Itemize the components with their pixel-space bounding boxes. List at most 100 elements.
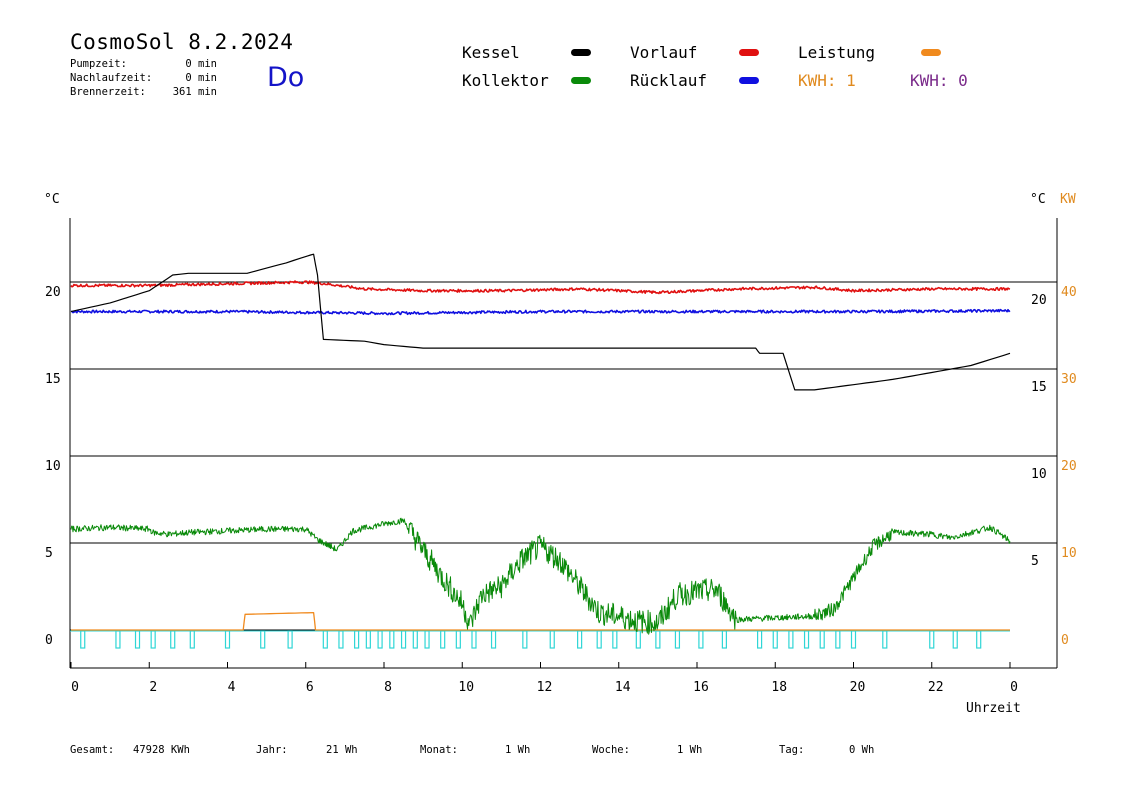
x-tick-label: 20	[850, 680, 866, 695]
pump-marker	[365, 630, 371, 649]
legend-label-vorlauf: Vorlauf	[630, 43, 698, 62]
pump-marker	[134, 630, 141, 649]
pump-marker	[80, 630, 86, 649]
x-tick-label: 10	[458, 680, 474, 695]
x-tick-label: 14	[615, 680, 631, 695]
pump-marker	[549, 630, 555, 649]
y-left-tick-label: 15	[45, 372, 61, 387]
x-tick-label: 16	[693, 680, 709, 695]
pump-marker	[412, 630, 418, 649]
legend-swatch-leistung	[921, 49, 941, 56]
footer-woche-label: Woche:	[592, 744, 630, 756]
weekday-label: Do	[267, 62, 305, 93]
y-right-kw-tick-label: 0	[1061, 633, 1069, 648]
pump-marker	[150, 630, 156, 649]
series-line-kollektor	[70, 517, 1011, 635]
pump-marker	[976, 630, 982, 649]
pump-marker	[400, 630, 407, 649]
series-line-kessel	[70, 253, 1011, 391]
pump-marker	[354, 630, 360, 649]
pump-marker	[674, 630, 681, 649]
x-tick-label: 6	[306, 680, 314, 695]
stat-value-pumpzeit: 0 min	[185, 58, 217, 70]
footer-jahr-value: 21 Wh	[326, 744, 358, 756]
series-line-vorlauf	[70, 280, 1011, 295]
y-right-kw-tick-label: 30	[1061, 372, 1077, 387]
footer-monat-label: Monat:	[420, 744, 458, 756]
pump-marker	[377, 630, 383, 649]
series-layer	[70, 253, 1011, 635]
pump-marker	[929, 630, 935, 649]
y-right-kw-tick-label: 20	[1061, 459, 1077, 474]
pump-marker	[819, 630, 825, 649]
x-axis-label: Uhrzeit	[966, 701, 1021, 716]
x-tick-label: 0	[1010, 680, 1018, 695]
pump-marker	[612, 630, 618, 649]
legend-label-leistung: Leistung	[798, 43, 876, 62]
x-tick-label: 8	[384, 680, 392, 695]
pump-marker	[455, 630, 461, 649]
pump-marker	[189, 630, 195, 649]
stat-label-pumpzeit: Pumpzeit:	[70, 58, 127, 70]
legend-label-ruecklauf: Rücklauf	[630, 71, 708, 90]
pump-marker	[952, 630, 958, 649]
pump-marker	[788, 630, 794, 649]
y-left-tick-label: 10	[45, 459, 61, 474]
y-right-c-tick-label: 15	[1031, 380, 1047, 395]
series-line-leistung	[71, 611, 1010, 631]
footer-gesamt-label: Gesamt:	[70, 744, 115, 756]
x-tick-label: 0	[71, 680, 79, 695]
right-unit-kw-label: KW	[1060, 192, 1076, 207]
footer-monat-value: 1 Wh	[505, 744, 531, 756]
kwh-orange-value: KWH: 1	[798, 71, 856, 90]
stat-value-brennerzeit: 361 min	[172, 86, 217, 98]
legend-swatch-ruecklauf	[739, 77, 759, 84]
legend-label-kessel: Kessel	[462, 43, 520, 62]
pump-marker-layer	[70, 630, 1010, 649]
pump-marker	[424, 630, 430, 649]
footer-tag-value: 0 Wh	[849, 744, 875, 756]
page-title: CosmoSol 8.2.2024	[70, 30, 294, 54]
pump-marker	[835, 630, 841, 649]
x-tick-label: 4	[228, 680, 236, 695]
y-right-kw-tick-label: 10	[1061, 546, 1077, 561]
pump-marker	[490, 630, 497, 649]
pump-marker	[115, 630, 121, 649]
pump-marker	[577, 630, 583, 649]
x-tick-label: 12	[537, 680, 553, 695]
tick-layer: 0 2 4 6 8 10 12 14 16 18 20 22 0 0 5 10 15 20 5 10 15 20 0 10 20…	[45, 285, 1077, 695]
stat-label-brennerzeit: Brennerzeit:	[70, 86, 146, 98]
pump-marker	[287, 630, 293, 649]
pump-marker	[338, 630, 344, 649]
pump-marker	[260, 630, 266, 649]
pump-marker	[756, 630, 763, 649]
x-tick-label: 22	[928, 680, 944, 695]
pump-marker	[850, 630, 857, 649]
series-line-rücklauf	[70, 308, 1011, 316]
footer-gesamt-value: 47928 KWh	[133, 744, 190, 756]
legend-swatch-vorlauf	[739, 49, 759, 56]
stat-value-nachlaufzeit: 0 min	[185, 72, 217, 84]
pump-marker	[772, 630, 778, 649]
pump-marker	[721, 630, 727, 649]
footer-tag-label: Tag:	[779, 744, 805, 756]
pump-marker	[322, 630, 328, 649]
footer-woche-value: 1 Wh	[677, 744, 703, 756]
pump-marker	[655, 630, 661, 649]
stat-label-nachlaufzeit: Nachlaufzeit:	[70, 72, 153, 84]
y-left-tick-label: 5	[45, 546, 53, 561]
y-right-c-tick-label: 20	[1031, 293, 1047, 308]
pump-marker	[389, 630, 395, 649]
x-tick-label: 2	[149, 680, 157, 695]
left-unit-label: °C	[44, 192, 60, 207]
kwh-purple-value: KWH: 0	[910, 71, 968, 90]
y-left-tick-label: 20	[45, 285, 61, 300]
pump-marker	[170, 630, 176, 649]
pump-marker	[803, 630, 810, 649]
y-left-tick-label: 0	[45, 633, 53, 648]
pump-marker	[440, 630, 446, 649]
pump-marker	[471, 630, 477, 649]
pump-marker	[596, 630, 602, 649]
pump-marker	[224, 630, 231, 649]
